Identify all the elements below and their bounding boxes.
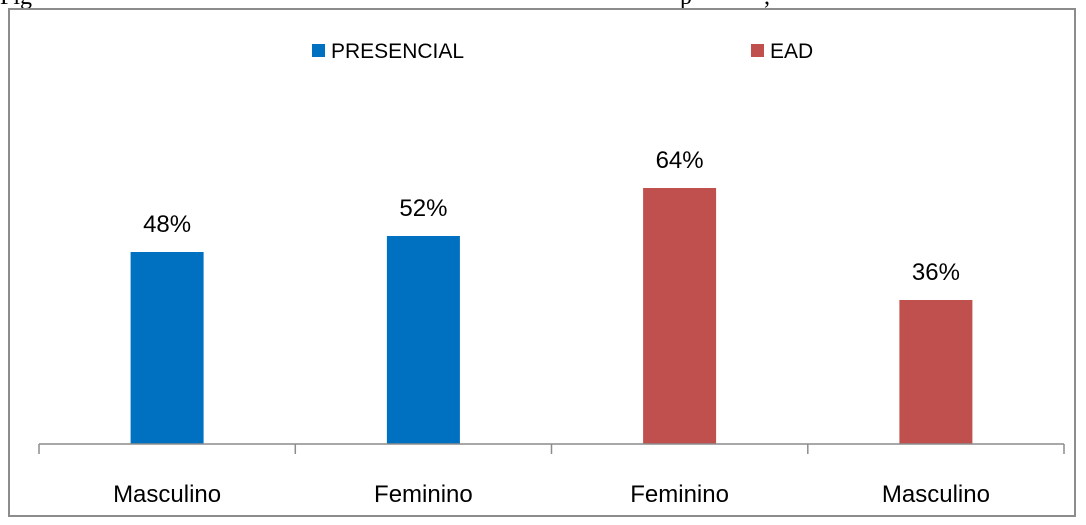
x-tick-label: Feminino (630, 481, 729, 508)
clipped-figure-caption: Fig p , (0, 0, 1086, 9)
data-label: 48% (143, 211, 191, 238)
data-label: 52% (399, 195, 447, 222)
data-labels: 48% 52% 64% 36% (143, 147, 960, 286)
legend-swatch-ead (751, 44, 764, 57)
bar-ead-masculino (899, 300, 973, 444)
x-tick-labels: Masculino Feminino Feminino Masculino (113, 481, 990, 508)
legend-swatch-presencial (312, 44, 325, 57)
bar-ead-feminino (643, 188, 717, 444)
bar-presencial-feminino (386, 236, 460, 444)
bars (130, 188, 973, 444)
bar-presencial-masculino (130, 252, 204, 444)
legend-label-presencial: PRESENCIAL (331, 40, 464, 63)
data-label: 64% (656, 147, 704, 174)
legend: PRESENCIAL EAD (312, 40, 813, 63)
x-tick-label: Feminino (374, 481, 473, 508)
data-label: 36% (912, 259, 960, 286)
chart-frame (8, 8, 1076, 517)
legend-label-ead: EAD (770, 40, 813, 63)
x-tick-label: Masculino (882, 481, 990, 508)
x-axis (38, 443, 1065, 454)
x-tick-label: Masculino (113, 481, 221, 508)
